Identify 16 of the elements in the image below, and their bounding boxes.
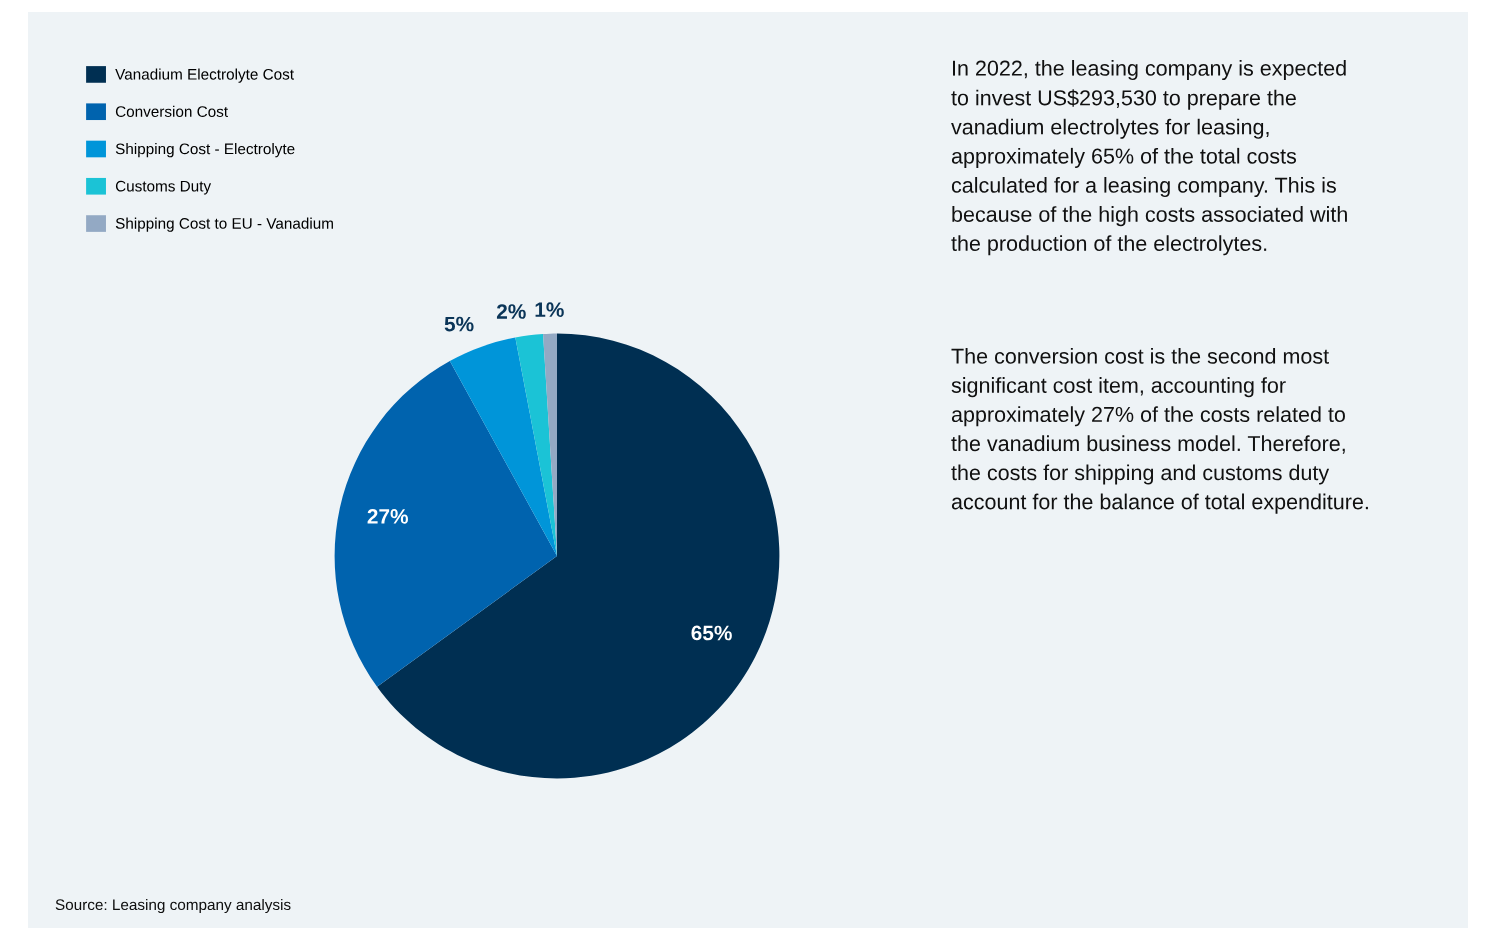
source-note: Source: Leasing company analysis (55, 898, 291, 914)
legend-label: Conversion Cost (115, 105, 228, 117)
pie-slice (334, 361, 557, 687)
pie-slice (449, 337, 557, 556)
text: The conversion cost is the second most significant cost item, accounting for approximately 27% of the costs related to the vanadium business model. Therefore, the costs for shipping and customs duty account for the balance of total expenditure. (951, 348, 1368, 514)
data-label: 5% (444, 316, 474, 332)
data-label: 27% (367, 509, 409, 524)
legend-label: Customs Duty (115, 180, 212, 195)
data-label: 65% (691, 625, 732, 641)
data-label: 2% (496, 304, 526, 319)
legend-label: Shipping Cost to EU - Vanadium (115, 217, 333, 232)
legend-label: Shipping Cost - Electrolyte (115, 143, 295, 158)
legend-label: Vanadium Electrolyte Cost (115, 68, 294, 83)
pie-slice (515, 334, 557, 556)
text: In 2022, the leasing company is expected to invest US$293,530 to prepare the vanadium electrolytes for leasing, approximately 65% of the total costs calculated for a leasing company. This is because of the high costs associated with the production of the electrolytes. (951, 60, 1347, 256)
data-label: 1% (535, 302, 564, 318)
